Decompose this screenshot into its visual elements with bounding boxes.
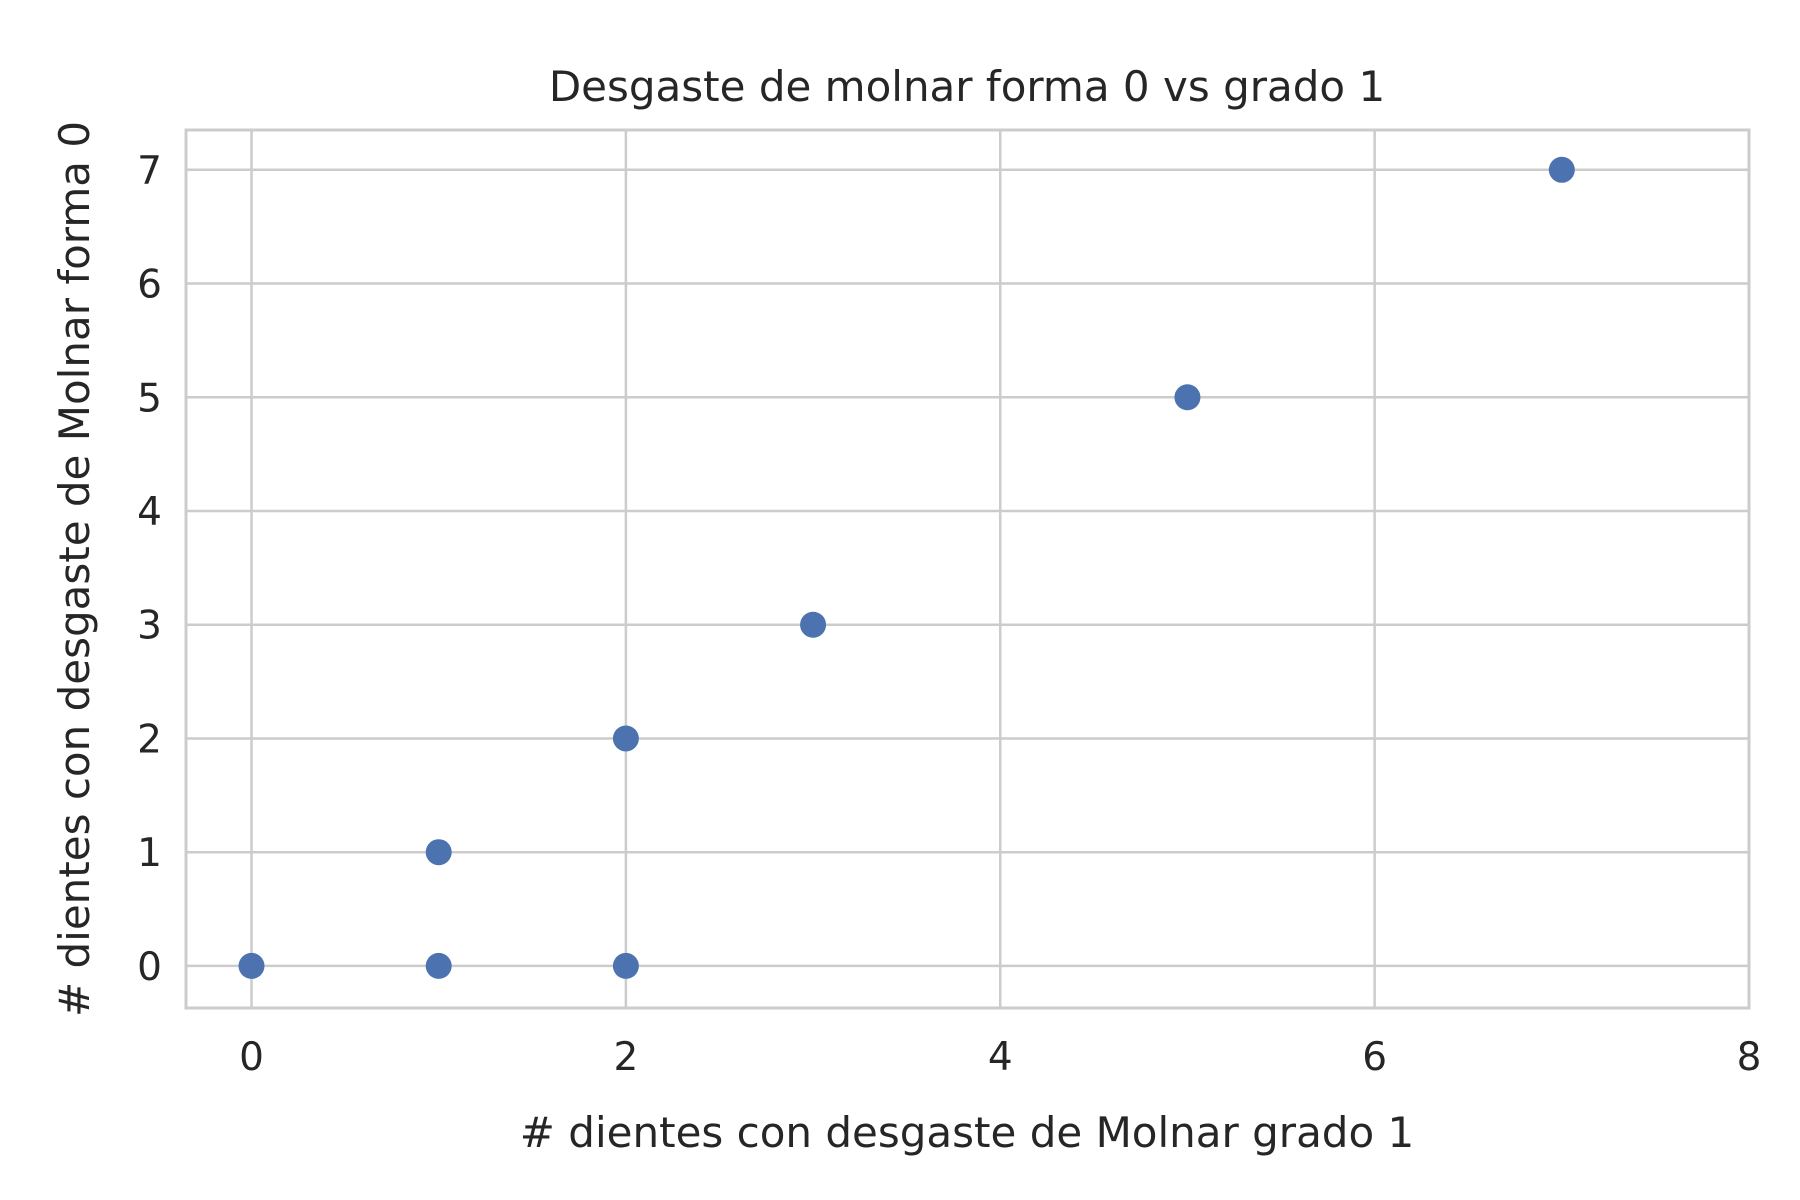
x-tick-label: 0 (239, 1035, 264, 1080)
x-gridlines (250, 130, 1751, 1008)
data-point (425, 839, 452, 866)
data-point (425, 952, 452, 979)
y-tick-label: 0 (137, 945, 162, 990)
y-tick-label: 7 (137, 149, 162, 194)
y-tick-label: 3 (137, 604, 162, 649)
x-tick-label: 6 (1362, 1035, 1387, 1080)
x-tick-label: 8 (1737, 1035, 1762, 1080)
x-tick-label: 2 (613, 1035, 638, 1080)
data-point (800, 611, 827, 638)
chart-title: Desgaste de molnar forma 0 vs grado 1 (549, 62, 1385, 111)
x-tick-labels: 0 2 4 6 8 (239, 1035, 1761, 1080)
y-tick-label: 1 (137, 831, 162, 876)
data-point (1548, 156, 1575, 183)
x-axis-label: # dientes con desgaste de Molnar grado 1 (520, 1108, 1414, 1157)
y-tick-label: 4 (137, 490, 162, 535)
data-point (612, 725, 639, 752)
x-tick-label: 4 (988, 1035, 1013, 1080)
data-point (612, 952, 639, 979)
data-point (1174, 384, 1201, 411)
y-tick-label: 6 (137, 263, 162, 308)
y-tick-label: 2 (137, 717, 162, 762)
data-points (238, 156, 1575, 979)
y-tick-labels: 0 1 2 3 4 5 6 7 (137, 149, 162, 990)
y-tick-label: 5 (137, 376, 162, 421)
plot-area (184, 128, 1751, 1010)
y-axis-label: # dientes con desgaste de Molnar forma 0 (50, 121, 99, 1017)
data-point (238, 952, 265, 979)
